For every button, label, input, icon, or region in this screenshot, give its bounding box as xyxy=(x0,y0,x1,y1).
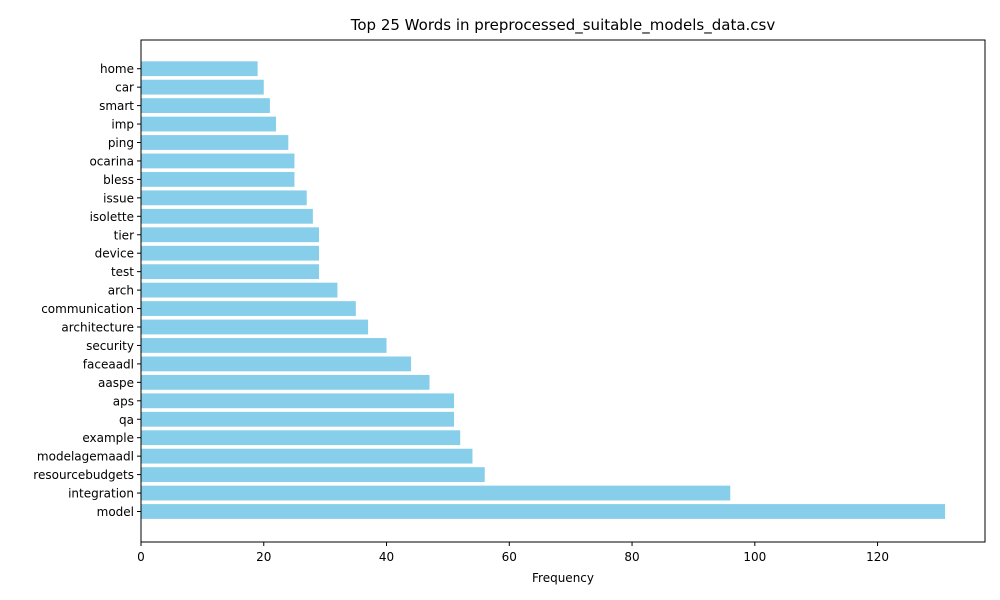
x-axis-label: Frequency xyxy=(532,571,594,585)
y-tick-label: security xyxy=(86,339,134,353)
bar-aps xyxy=(141,393,455,409)
bar-aaspe xyxy=(141,374,430,390)
y-tick-label: example xyxy=(82,431,134,445)
y-tick-label: home xyxy=(100,62,134,76)
x-axis-ticks: 0 20 40 60 80 100 120 xyxy=(137,542,889,564)
y-tick-label: ocarina xyxy=(89,154,134,168)
x-tick-label: 80 xyxy=(624,550,639,564)
y-tick-label: test xyxy=(111,265,134,279)
bar-imp xyxy=(141,116,277,132)
y-tick-label: communication xyxy=(41,302,134,316)
bar-modelagemaadl xyxy=(141,448,473,464)
bar-example xyxy=(141,430,461,446)
y-tick-label: smart xyxy=(99,99,134,113)
y-tick-label: imp xyxy=(111,118,134,132)
bar-integration xyxy=(141,485,731,501)
plot-frame xyxy=(140,39,986,543)
bar-car xyxy=(141,79,264,95)
bar-issue xyxy=(141,190,307,206)
bar-faceaadl xyxy=(141,356,412,372)
bar-model xyxy=(141,504,946,519)
bar-arch xyxy=(141,282,338,298)
bar-architecture xyxy=(141,319,369,335)
bar-communication xyxy=(141,301,356,316)
y-tick-label: qa xyxy=(119,413,134,427)
x-tick-label: 60 xyxy=(502,550,517,564)
y-tick-label: faceaadl xyxy=(83,357,134,371)
bar-device xyxy=(141,245,320,261)
x-tick-label: 120 xyxy=(866,550,889,564)
bar-home xyxy=(141,61,258,77)
bar-tier xyxy=(141,227,320,243)
y-tick-label: tier xyxy=(114,228,134,242)
y-tick-label: aps xyxy=(113,394,134,408)
y-tick-label: integration xyxy=(68,487,134,501)
y-tick-label: architecture xyxy=(61,321,134,335)
chart-title: Top 25 Words in preprocessed_suitable_mo… xyxy=(350,16,776,35)
bar-qa xyxy=(141,411,455,427)
y-axis-ticks: model integration resourcebudgets modelagem… xyxy=(33,62,141,519)
y-tick-label: model xyxy=(97,505,134,519)
bar-security xyxy=(141,338,387,353)
y-tick-label: ping xyxy=(108,136,134,150)
y-tick-label: aaspe xyxy=(98,376,134,390)
y-tick-label: car xyxy=(115,81,134,95)
y-tick-label: issue xyxy=(103,191,134,205)
x-tick-label: 100 xyxy=(743,550,766,564)
bar-isolette xyxy=(141,208,313,224)
y-tick-label: arch xyxy=(108,284,134,298)
bar-bless xyxy=(141,172,295,187)
bar-test xyxy=(141,264,320,280)
x-tick-label: 20 xyxy=(256,550,271,564)
y-tick-label: resourcebudgets xyxy=(33,468,134,482)
y-tick-label: modelagemaadl xyxy=(37,450,134,464)
x-tick-label: 40 xyxy=(379,550,394,564)
bar-resourcebudgets xyxy=(141,467,485,482)
bar-smart xyxy=(141,98,270,113)
y-tick-label: isolette xyxy=(90,210,134,224)
y-tick-label: device xyxy=(95,247,134,261)
bars-group xyxy=(141,61,946,519)
x-tick-label: 0 xyxy=(137,550,145,564)
bar-ping xyxy=(141,135,289,150)
y-tick-label: bless xyxy=(103,173,134,187)
bar-ocarina xyxy=(141,153,295,169)
